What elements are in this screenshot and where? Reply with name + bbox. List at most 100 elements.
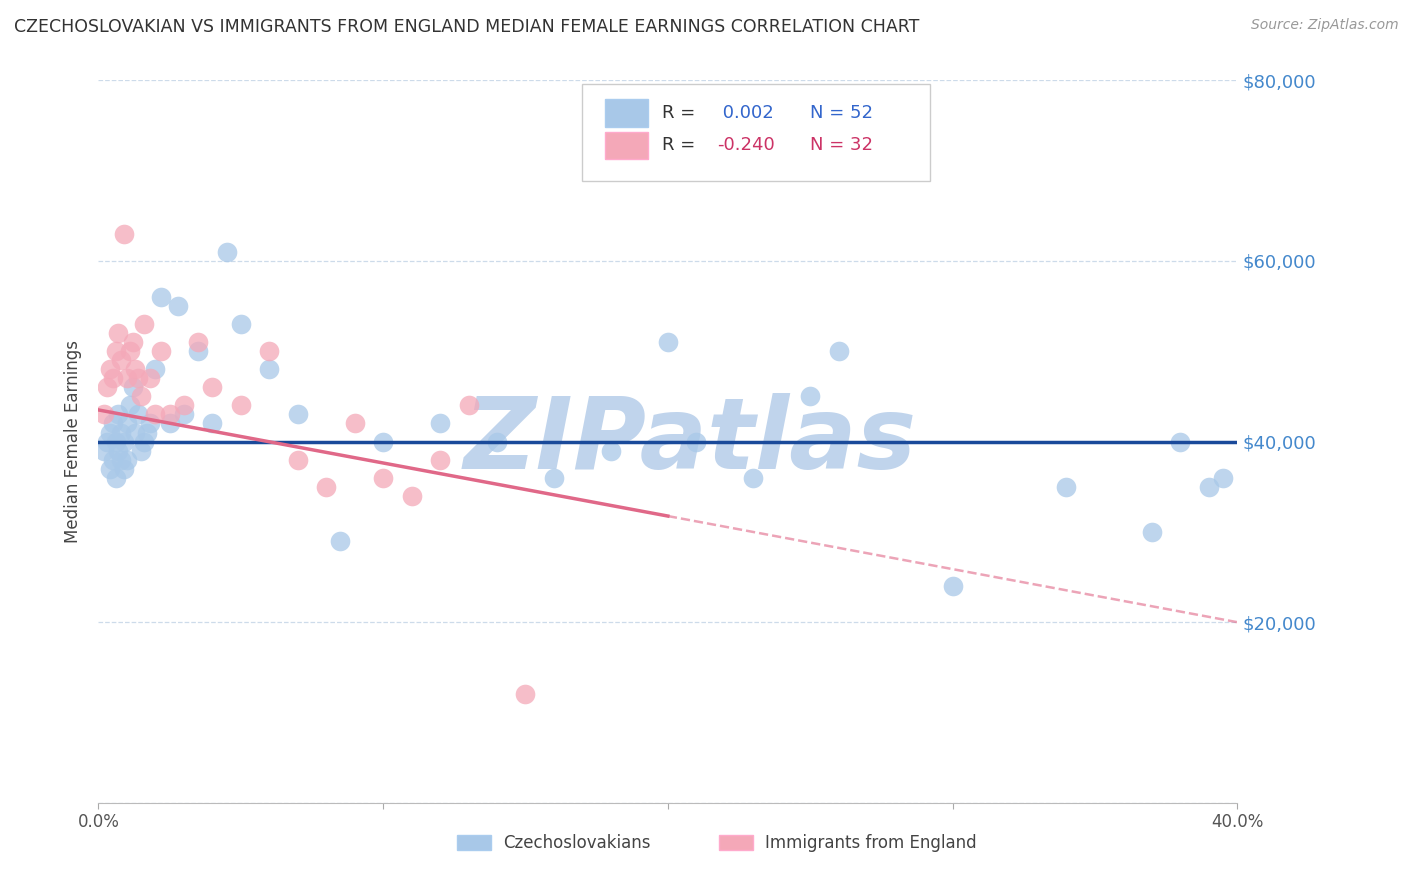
Point (1140, 524, 1163, 539)
Text: N = 52: N = 52 (810, 103, 873, 122)
Point (124, 362, 146, 376)
Point (124, 425, 146, 440)
Point (129, 443, 152, 458)
Point (173, 408, 195, 422)
Point (515, 687, 537, 701)
Point (173, 398, 195, 412)
Point (98, 461, 121, 475)
Text: R =: R = (662, 103, 702, 122)
FancyBboxPatch shape (582, 84, 929, 181)
Point (127, 408, 149, 422)
Point (329, 533, 352, 548)
Point (104, 470, 127, 484)
Text: N = 32: N = 32 (810, 136, 873, 154)
Text: Source: ZipAtlas.com: Source: ZipAtlas.com (1251, 18, 1399, 32)
Point (118, 344, 141, 359)
Point (1170, 434, 1192, 449)
Point (112, 461, 135, 475)
Y-axis label: Median Female Earnings: Median Female Earnings (65, 340, 83, 543)
Point (685, 434, 707, 449)
Point (429, 452, 451, 467)
Point (98, 425, 121, 440)
Point (457, 398, 479, 412)
Point (229, 317, 252, 331)
Point (107, 326, 129, 340)
Point (129, 389, 152, 403)
Point (229, 398, 252, 412)
Point (201, 380, 224, 394)
Point (215, 244, 238, 259)
Point (127, 371, 149, 385)
Point (1212, 470, 1234, 484)
Point (132, 434, 155, 449)
Point (145, 408, 167, 422)
Point (429, 417, 451, 431)
Text: R =: R = (662, 136, 702, 154)
Point (110, 425, 132, 440)
Point (401, 489, 423, 503)
Point (543, 470, 565, 484)
Point (118, 398, 141, 412)
FancyBboxPatch shape (605, 99, 648, 127)
Point (486, 434, 509, 449)
Point (942, 579, 965, 593)
Text: ZIPatlas: ZIPatlas (464, 393, 917, 490)
Point (287, 452, 309, 467)
Point (93, 443, 115, 458)
Point (1056, 480, 1078, 494)
FancyBboxPatch shape (718, 835, 754, 850)
Point (600, 443, 623, 458)
Point (167, 299, 190, 313)
Text: Immigrants from England: Immigrants from England (765, 833, 976, 852)
Point (742, 470, 765, 484)
Point (343, 417, 366, 431)
Point (1198, 480, 1220, 494)
Point (315, 480, 337, 494)
Point (373, 434, 395, 449)
Point (799, 389, 821, 403)
Point (121, 335, 143, 350)
Point (101, 417, 124, 431)
Point (104, 434, 127, 449)
Point (121, 380, 143, 394)
Point (259, 344, 281, 359)
Point (104, 344, 127, 359)
Point (145, 362, 167, 376)
Point (101, 371, 124, 385)
Point (107, 408, 129, 422)
Point (287, 408, 309, 422)
Text: 0.002: 0.002 (717, 103, 773, 122)
Point (115, 417, 138, 431)
FancyBboxPatch shape (457, 835, 491, 850)
Point (187, 344, 209, 359)
Text: Czechoslovakians: Czechoslovakians (503, 833, 650, 852)
Point (101, 452, 124, 467)
Point (187, 335, 209, 350)
Point (112, 434, 135, 449)
Point (110, 353, 132, 368)
Text: -0.240: -0.240 (717, 136, 775, 154)
Point (150, 290, 173, 304)
Point (96, 380, 118, 394)
Point (201, 417, 224, 431)
Text: CZECHOSLOVAKIAN VS IMMIGRANTS FROM ENGLAND MEDIAN FEMALE EARNINGS CORRELATION CH: CZECHOSLOVAKIAN VS IMMIGRANTS FROM ENGLA… (14, 18, 920, 36)
Point (135, 425, 157, 440)
Point (159, 408, 181, 422)
Point (138, 417, 160, 431)
Point (96, 434, 118, 449)
FancyBboxPatch shape (605, 132, 648, 159)
Point (657, 335, 679, 350)
Point (112, 227, 135, 241)
Point (93, 408, 115, 422)
Point (115, 371, 138, 385)
Point (115, 452, 138, 467)
Point (150, 344, 173, 359)
Point (98, 362, 121, 376)
Point (828, 344, 851, 359)
Point (373, 470, 395, 484)
Point (138, 371, 160, 385)
Point (259, 362, 281, 376)
Point (107, 443, 129, 458)
Point (132, 317, 155, 331)
Point (159, 417, 181, 431)
